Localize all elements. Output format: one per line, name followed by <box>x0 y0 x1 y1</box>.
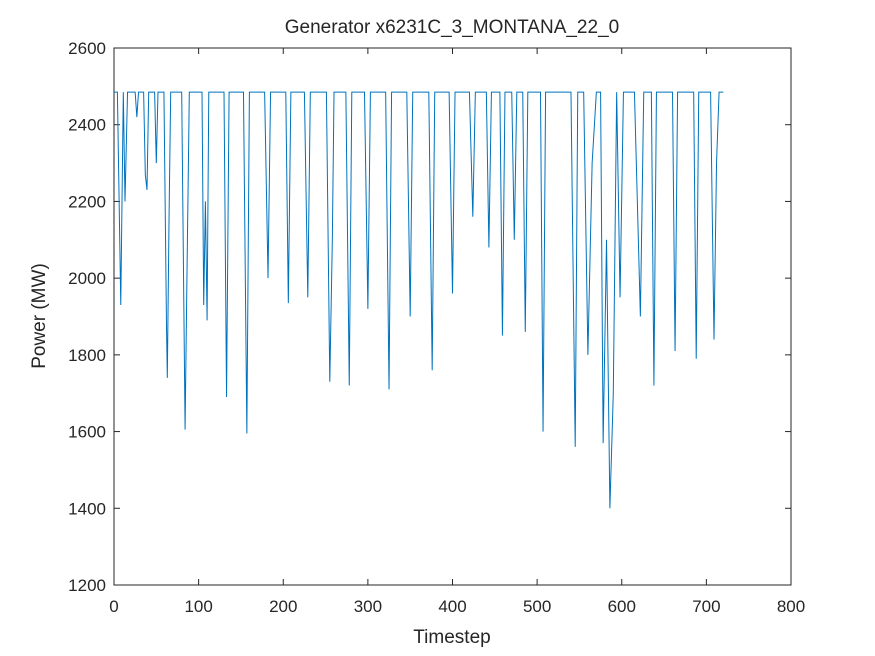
y-tick-label: 1200 <box>68 576 106 595</box>
x-tick-label: 400 <box>438 597 466 616</box>
y-tick-label: 1400 <box>68 499 106 518</box>
y-tick-label: 2000 <box>68 269 106 288</box>
x-tick-label: 800 <box>777 597 805 616</box>
x-tick-label: 200 <box>269 597 297 616</box>
y-axis-label: Power (MW) <box>29 263 50 369</box>
y-tick-label: 2600 <box>68 39 106 58</box>
x-tick-label: 500 <box>523 597 551 616</box>
y-tick-label: 1800 <box>68 346 106 365</box>
y-tick-label: 1600 <box>68 423 106 442</box>
x-tick-label: 0 <box>109 597 118 616</box>
chart-title: Generator x6231C_3_MONTANA_22_0 <box>285 17 619 38</box>
x-tick-label: 700 <box>692 597 720 616</box>
x-tick-label: 600 <box>608 597 636 616</box>
y-tick-label: 2200 <box>68 192 106 211</box>
x-tick-label: 100 <box>184 597 212 616</box>
y-tick-label: 2400 <box>68 116 106 135</box>
line-series <box>114 91 724 509</box>
x-tick-label: 300 <box>354 597 382 616</box>
x-axis-label: Timestep <box>413 627 490 648</box>
